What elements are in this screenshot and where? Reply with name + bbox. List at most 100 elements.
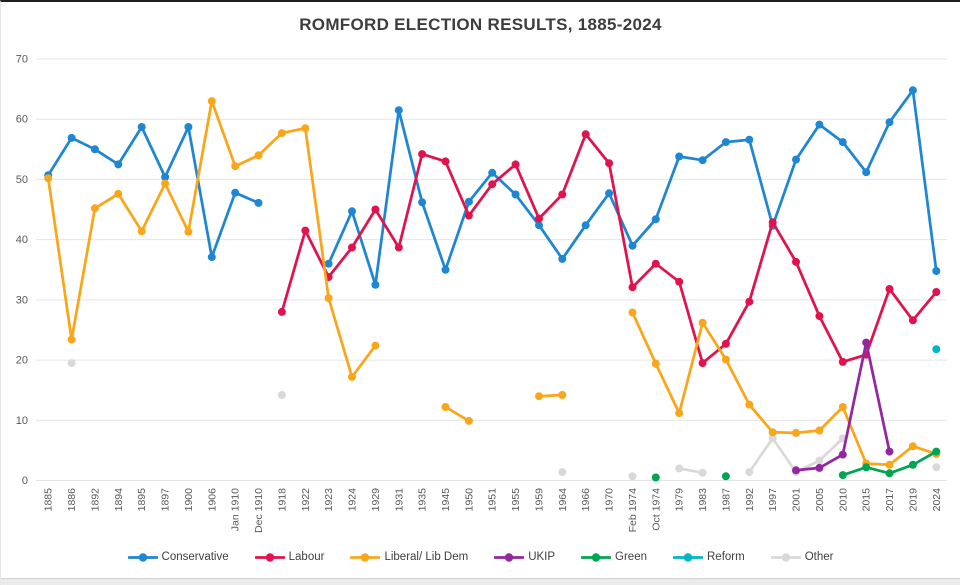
data-point-labour bbox=[885, 285, 894, 293]
data-point-conservative bbox=[651, 215, 660, 224]
data-point-other bbox=[628, 472, 637, 481]
data-point-green bbox=[862, 463, 871, 472]
data-point-liberal-lib-dem bbox=[301, 124, 310, 133]
data-point-conservative bbox=[908, 86, 917, 95]
x-axis-tick-label: 1886 bbox=[66, 488, 78, 512]
data-point-labour bbox=[348, 243, 356, 252]
data-point-conservative bbox=[838, 138, 847, 147]
y-axis-tick-label: 60 bbox=[16, 114, 28, 126]
data-point-conservative bbox=[558, 254, 567, 263]
data-point-conservative bbox=[254, 198, 263, 207]
x-axis-tick-label: Oct 1974 bbox=[650, 488, 662, 531]
data-point-conservative bbox=[114, 160, 123, 169]
data-point-green bbox=[932, 447, 941, 456]
x-axis-tick-label: 1951 bbox=[487, 488, 499, 512]
data-point-conservative bbox=[698, 156, 707, 165]
x-axis-tick-label: 1929 bbox=[370, 488, 382, 512]
legend-marker-other bbox=[770, 552, 801, 562]
data-point-liberal-lib-dem bbox=[371, 341, 380, 350]
y-axis-tick-label: 20 bbox=[16, 355, 28, 367]
data-point-conservative bbox=[815, 120, 824, 129]
data-point-conservative bbox=[862, 168, 871, 177]
x-axis-tick-label: 1922 bbox=[300, 488, 312, 512]
data-point-labour bbox=[441, 157, 450, 166]
data-point-labour bbox=[464, 211, 473, 220]
data-point-liberal-lib-dem bbox=[324, 294, 333, 303]
data-point-conservative bbox=[184, 123, 193, 131]
data-point-liberal-lib-dem bbox=[44, 174, 53, 183]
x-axis-tick-label: 2001 bbox=[791, 488, 803, 512]
data-point-liberal-lib-dem bbox=[137, 227, 146, 236]
series-line-liberal-lib-dem bbox=[631, 311, 938, 467]
y-axis-tick-label: 40 bbox=[16, 234, 28, 246]
x-axis-tick-label: 1923 bbox=[323, 488, 335, 512]
x-axis-tick-label: 2010 bbox=[837, 488, 849, 512]
x-axis-tick-label: 1900 bbox=[183, 488, 195, 512]
legend-label-other: Other bbox=[804, 551, 834, 563]
data-point-ukip bbox=[815, 463, 824, 472]
x-axis-tick-label: 1966 bbox=[580, 488, 592, 512]
x-axis-tick-label: 1959 bbox=[533, 488, 545, 512]
bottom-scrollbar-strip bbox=[1, 578, 960, 585]
data-point-other bbox=[745, 468, 754, 477]
legend-marker-reform bbox=[673, 552, 703, 562]
x-axis-tick-label: 1924 bbox=[347, 488, 359, 512]
data-point-labour bbox=[908, 316, 917, 325]
data-point-labour bbox=[651, 259, 660, 268]
data-point-liberal-lib-dem bbox=[721, 355, 730, 364]
x-axis-tick-label: 2005 bbox=[814, 488, 826, 512]
data-point-other bbox=[768, 434, 777, 443]
data-point-conservative bbox=[207, 253, 216, 262]
data-point-liberal-lib-dem bbox=[464, 416, 473, 425]
x-axis-tick-label: Jan 1910 bbox=[230, 488, 242, 531]
data-point-liberal-lib-dem bbox=[231, 162, 240, 171]
data-point-conservative bbox=[137, 123, 146, 131]
y-axis-tick-label: 10 bbox=[16, 415, 28, 427]
data-point-green bbox=[721, 472, 730, 481]
data-point-liberal-lib-dem bbox=[254, 151, 263, 160]
data-point-conservative bbox=[67, 133, 76, 142]
data-point-ukip bbox=[838, 450, 847, 459]
series-line-conservative bbox=[46, 125, 260, 259]
data-point-liberal-lib-dem bbox=[441, 403, 450, 411]
legend-label-ukip: UKIP bbox=[528, 551, 556, 563]
data-point-labour bbox=[698, 359, 707, 368]
data-point-labour bbox=[838, 357, 847, 366]
data-point-green bbox=[885, 469, 894, 478]
data-point-other bbox=[932, 463, 941, 472]
x-axis-tick-label: 1964 bbox=[557, 488, 569, 512]
data-point-conservative bbox=[464, 197, 473, 206]
data-point-liberal-lib-dem bbox=[651, 359, 660, 368]
legend-label-labour: Labour bbox=[288, 551, 325, 563]
y-axis-tick-label: 0 bbox=[22, 475, 28, 487]
data-point-liberal-lib-dem bbox=[558, 391, 567, 399]
data-point-green bbox=[838, 471, 847, 480]
x-axis-tick-label: 2015 bbox=[861, 488, 873, 512]
legend-marker-liberal-lib-dem bbox=[350, 552, 381, 562]
data-point-liberal-lib-dem bbox=[184, 227, 193, 236]
data-point-liberal-lib-dem bbox=[114, 189, 123, 198]
x-axis-tick-label: 1997 bbox=[767, 488, 779, 512]
data-point-other bbox=[675, 464, 684, 473]
legend-label-liberal-lib-dem: Liberal/ Lib Dem bbox=[384, 551, 469, 563]
data-point-labour bbox=[511, 160, 520, 169]
x-axis-tick-label: Dec 1910 bbox=[253, 488, 265, 533]
data-point-labour bbox=[932, 288, 941, 296]
data-point-liberal-lib-dem bbox=[348, 372, 356, 381]
data-point-labour bbox=[488, 180, 497, 189]
x-axis-tick-label: 1992 bbox=[744, 488, 756, 512]
x-axis-tick-label: 1885 bbox=[43, 488, 55, 512]
legend-label-reform: Reform bbox=[707, 551, 745, 563]
x-axis-tick-label: 2024 bbox=[931, 488, 943, 512]
data-point-conservative bbox=[231, 188, 240, 197]
x-axis-tick-label: 1987 bbox=[720, 488, 732, 512]
data-point-labour bbox=[394, 243, 403, 252]
data-point-conservative bbox=[418, 198, 427, 207]
data-point-liberal-lib-dem bbox=[908, 442, 917, 451]
y-axis-tick-label: 30 bbox=[16, 294, 28, 306]
data-point-other bbox=[815, 456, 824, 465]
x-axis-tick-label: 1931 bbox=[393, 488, 405, 512]
data-point-liberal-lib-dem bbox=[207, 97, 216, 106]
data-point-conservative bbox=[605, 189, 614, 198]
